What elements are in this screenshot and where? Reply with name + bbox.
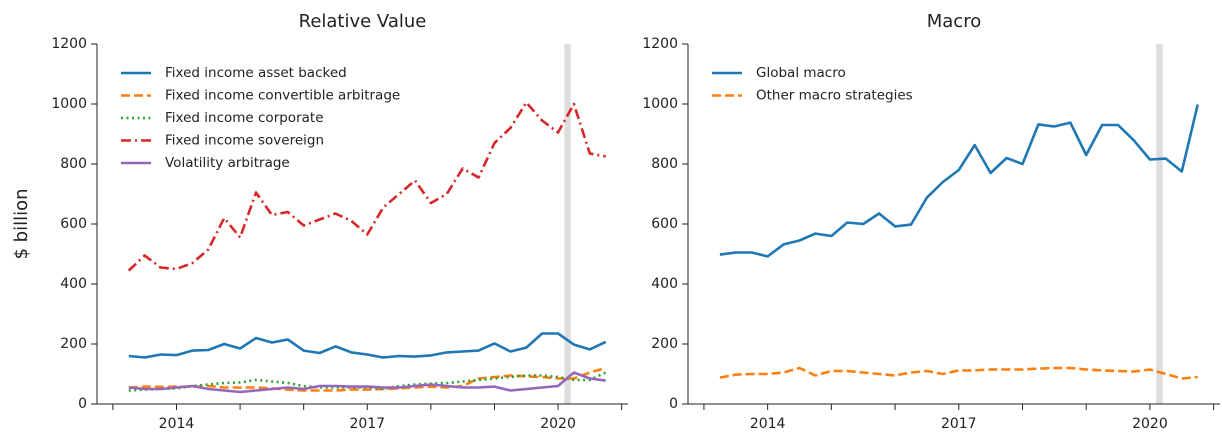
y-tick-label: 800 [651,156,678,172]
x-tick-label: 2020 [540,416,576,432]
legend-label: Fixed income asset backed [165,65,347,81]
legend-label: Volatility arbitrage [165,155,290,171]
series-line [127,101,606,272]
y-tick-label: 600 [60,216,87,232]
y-tick-label: 1000 [642,96,678,112]
y-tick-label: 1000 [51,96,87,112]
y-axis-label: $ billion [11,188,32,259]
series-line [719,366,1198,380]
y-tick-label: 1200 [51,36,87,52]
x-tick-label: 2020 [1132,416,1168,432]
series-line [719,104,1199,258]
legend-label: Fixed income corporate [165,110,324,126]
y-tick-label: 400 [60,276,87,292]
y-tick-label: 800 [60,156,87,172]
x-tick-label: 2014 [159,416,195,432]
y-tick-label: 0 [78,396,87,412]
x-tick-label: 2017 [349,416,385,432]
legend-label: Fixed income sovereign [165,133,324,149]
y-tick-label: 200 [60,336,87,352]
y-tick-label: 600 [651,216,678,232]
y-tick-label: 400 [651,276,678,292]
chart-title: Macro [927,11,981,32]
series-line [128,366,607,392]
series-line [128,371,606,394]
shaded-span [1156,44,1163,404]
series-line [128,332,607,359]
legend-label: Other macro strategies [756,88,913,104]
y-tick-label: 1200 [642,36,678,52]
x-tick-label: 2014 [750,416,786,432]
legend-label: Global macro [756,65,846,81]
chart-title: Relative Value [299,11,427,32]
shaded-span [564,44,571,404]
y-tick-label: 0 [669,396,678,412]
x-tick-label: 2017 [941,416,977,432]
y-tick-label: 200 [651,336,678,352]
legend-label: Fixed income convertible arbitrage [165,88,400,104]
